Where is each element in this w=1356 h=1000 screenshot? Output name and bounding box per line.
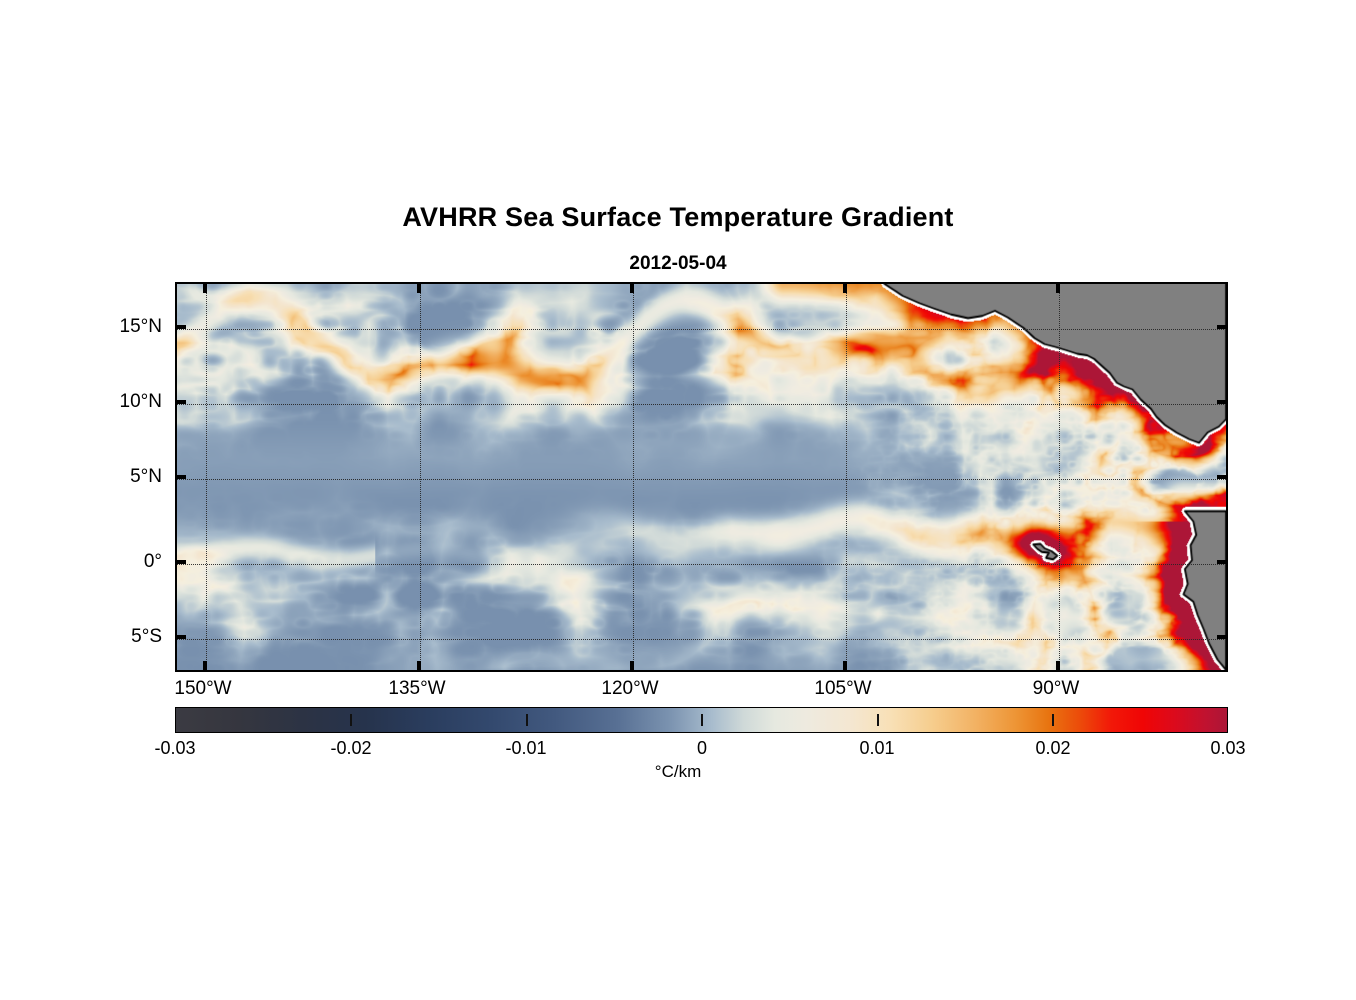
tick-lon-120w-bottom <box>630 661 634 672</box>
tick-lat-5s-right <box>1217 635 1228 639</box>
sst-gradient-heatmap <box>177 284 1226 670</box>
tick-lon-135w-top <box>417 282 421 293</box>
ylabel-0: 0° <box>143 551 162 572</box>
colorbar-tick--0.02 <box>350 714 352 726</box>
colorbar-tick-0.02 <box>1052 714 1054 726</box>
tick-lat-5n-right <box>1217 475 1228 479</box>
ylabel-10n: 10°N <box>119 391 162 412</box>
tick-lon-150w-bottom <box>203 661 207 672</box>
colorbar-tick-0.01 <box>877 714 879 726</box>
colorbar-label--0.01: -0.01 <box>505 738 547 758</box>
tick-lat-5n-left <box>175 475 186 479</box>
map-axes[interactable] <box>175 282 1228 672</box>
gridline-lon-135w <box>419 284 421 670</box>
colorbar-label-0.01: 0.01 <box>859 738 895 758</box>
tick-lon-90w-bottom <box>1056 661 1060 672</box>
tick-lat-0-right <box>1217 560 1228 564</box>
figure-subtitle: 2012-05-04 <box>629 253 727 274</box>
gridline-lat-10n <box>177 403 1226 405</box>
tick-lat-0-left <box>175 560 186 564</box>
gridline-lat-0 <box>177 563 1226 565</box>
ylabel-5n: 5°N <box>130 466 162 487</box>
tick-lon-150w-top <box>203 282 207 293</box>
page-title: AVHRR Sea Surface Temperature Gradient <box>402 202 954 232</box>
gridline-lat-5s <box>177 638 1226 640</box>
xlabel-120w: 120°W <box>601 678 659 699</box>
tick-lat-10n-right <box>1217 400 1228 404</box>
tick-lat-15n-left <box>175 325 186 329</box>
gridline-lon-120w <box>632 284 634 670</box>
colorbar-label--0.02: -0.02 <box>330 738 372 758</box>
tick-lon-105w-top <box>843 282 847 293</box>
xlabel-90w: 90°W <box>1032 678 1080 699</box>
colorbar-tick--0.01 <box>526 714 528 726</box>
gridline-lat-15n <box>177 328 1226 330</box>
gridline-lon-90w <box>1058 284 1060 670</box>
colorbar-label--0.03: -0.03 <box>154 738 196 758</box>
gridline-lon-150w <box>205 284 207 670</box>
tick-lon-120w-top <box>630 282 634 293</box>
gridline-lat-5n <box>177 478 1226 480</box>
xlabel-105w: 105°W <box>814 678 872 699</box>
colorbar-label-0.02: 0.02 <box>1035 738 1071 758</box>
tick-lon-90w-top <box>1056 282 1060 293</box>
ylabel-5s: 5°S <box>131 626 162 647</box>
tick-lat-15n-right <box>1217 325 1228 329</box>
colorbar-label-0: 0 <box>696 738 707 758</box>
xlabel-150w: 150°W <box>174 678 232 699</box>
tick-lat-5s-left <box>175 635 186 639</box>
xlabel-135w: 135°W <box>388 678 446 699</box>
tick-lat-10n-left <box>175 400 186 404</box>
ylabel-15n: 15°N <box>119 316 162 337</box>
colorbar-label-0.03: 0.03 <box>1210 738 1246 758</box>
colorbar-tick-0 <box>701 714 703 726</box>
tick-lon-105w-bottom <box>843 661 847 672</box>
colorbar-unit-label: °C/km <box>654 762 702 781</box>
gridline-lon-105w <box>845 284 847 670</box>
tick-lon-135w-bottom <box>417 661 421 672</box>
